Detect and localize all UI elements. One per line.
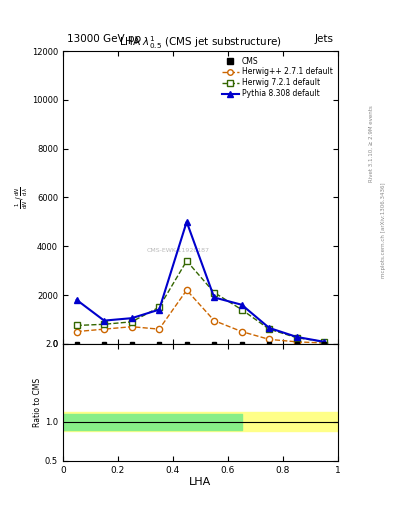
Y-axis label: Ratio to CMS: Ratio to CMS <box>33 378 42 427</box>
Text: mcplots.cern.ch [arXiv:1306.3436]: mcplots.cern.ch [arXiv:1306.3436] <box>381 183 386 278</box>
Y-axis label: $\frac{1}{\mathrm{d}N}\,/\,\frac{\mathrm{d}N}{\mathrm{d}\,\lambda}$: $\frac{1}{\mathrm{d}N}\,/\,\frac{\mathrm… <box>14 186 30 209</box>
Text: Jets: Jets <box>315 33 334 44</box>
Title: LHA $\lambda^{1}_{0.5}$ (CMS jet substructure): LHA $\lambda^{1}_{0.5}$ (CMS jet substru… <box>119 34 282 51</box>
Legend: CMS, Herwig++ 2.7.1 default, Herwig 7.2.1 default, Pythia 8.308 default: CMS, Herwig++ 2.7.1 default, Herwig 7.2.… <box>220 55 334 100</box>
Text: Rivet 3.1.10, ≥ 2.9M events: Rivet 3.1.10, ≥ 2.9M events <box>369 105 374 182</box>
Text: CMS-EWK-11920187: CMS-EWK-11920187 <box>147 248 210 252</box>
X-axis label: LHA: LHA <box>189 477 211 487</box>
Text: 13000 GeV pp: 13000 GeV pp <box>67 33 141 44</box>
